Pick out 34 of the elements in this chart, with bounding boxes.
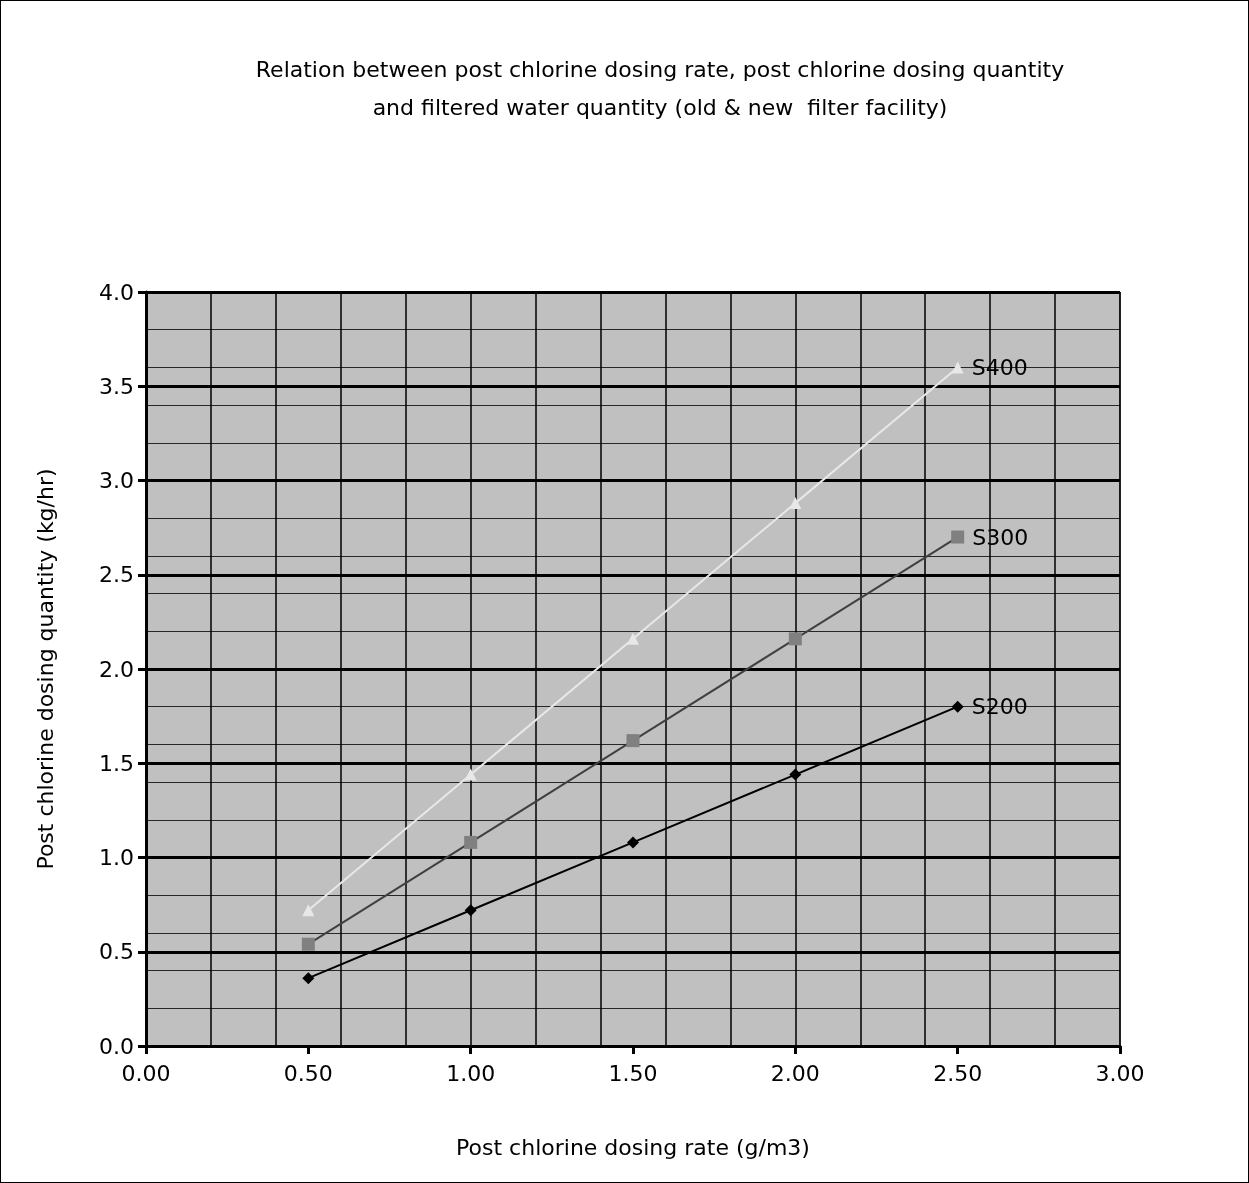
y-tick-label: 0.5 — [99, 939, 134, 965]
point — [464, 768, 477, 781]
point — [627, 632, 639, 645]
y-tick-label: 4.0 — [99, 279, 134, 305]
x-tick-label: 1.00 — [446, 1060, 496, 1086]
y-tick-label: 1.5 — [99, 750, 134, 776]
x-tick-label: 1.50 — [608, 1060, 658, 1086]
chart-title: Relation between post chlorine dosing rate, post chlorine dosing quantity and filtered water quantity (old & new filter facility) — [255, 56, 1065, 120]
point — [626, 734, 640, 748]
x-tick-label: 2.00 — [770, 1060, 820, 1086]
point — [951, 700, 964, 713]
y-tick-label: 2.5 — [99, 562, 134, 588]
x-axis-title: Post chlorine dosing rate (g/m3) — [456, 1134, 810, 1160]
y-tick-label: 2.0 — [99, 656, 134, 682]
y-tick-label: 3.0 — [99, 468, 134, 493]
x-tick-label: 0.00 — [121, 1060, 171, 1086]
point — [951, 530, 965, 544]
point — [789, 768, 802, 781]
point — [951, 361, 964, 374]
point — [301, 937, 315, 951]
point — [302, 972, 315, 985]
point — [464, 835, 478, 849]
x-tick-label: 3.00 — [1095, 1060, 1145, 1086]
point — [789, 497, 802, 510]
x-tick-label: 0.50 — [283, 1060, 333, 1086]
point — [464, 904, 477, 917]
point — [627, 836, 639, 849]
y-tick-label: 1.0 — [99, 845, 134, 870]
x-tick-label: 2.50 — [933, 1060, 983, 1086]
point — [302, 904, 315, 917]
y-tick-label: 3.5 — [99, 373, 134, 399]
y-axis-title: Post chlorine dosing quantity (kg/hr) — [32, 468, 58, 870]
y-tick-label: 0.0 — [99, 1033, 134, 1059]
point — [788, 632, 802, 646]
